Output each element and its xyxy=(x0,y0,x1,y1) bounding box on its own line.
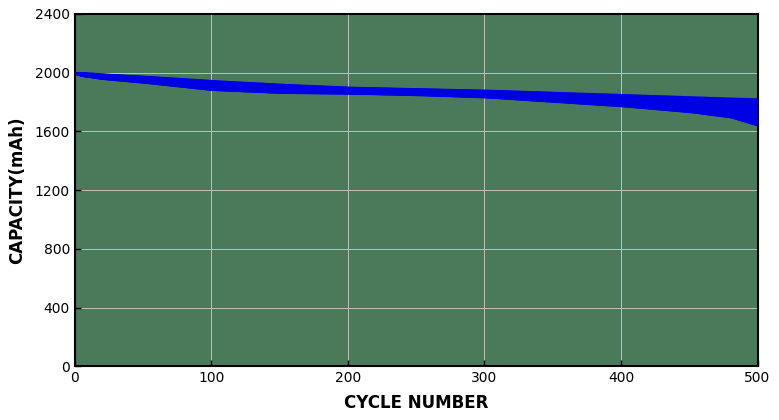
X-axis label: CYCLE NUMBER: CYCLE NUMBER xyxy=(344,394,488,412)
Y-axis label: CAPACITY(mAh): CAPACITY(mAh) xyxy=(9,116,26,264)
